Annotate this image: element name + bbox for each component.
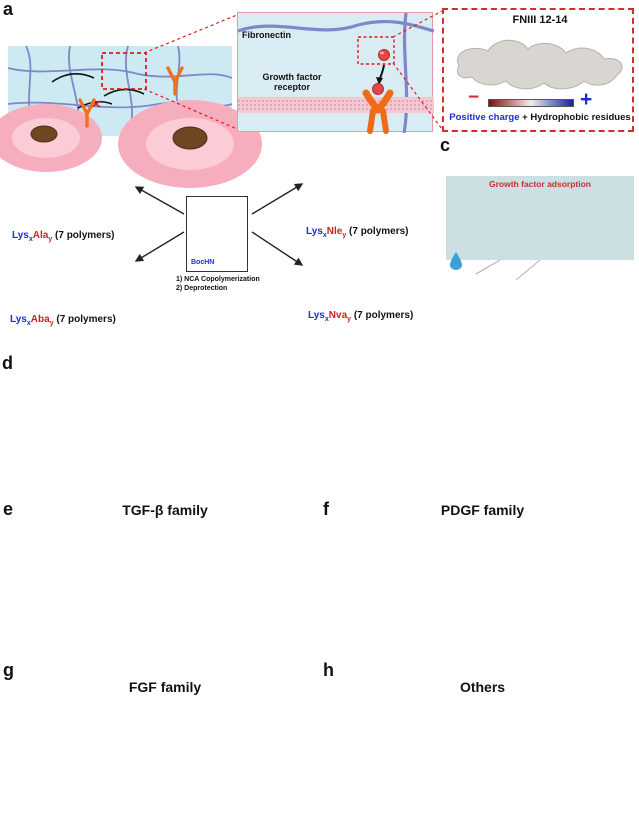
fniii-title: FNIII 12-14 [512, 14, 568, 26]
growth-factor-dot [372, 83, 384, 95]
droplet-icon [450, 252, 462, 270]
panel-e-label: e [3, 499, 14, 519]
charge-colorbar [488, 99, 574, 107]
polymer-structure-lysnle [302, 150, 452, 228]
fniii-caption: Positive charge + Hydrophobic residues [449, 112, 631, 123]
fniii-structure-box: FNIII 12-14 − + Positive charge + Hydrop… [442, 8, 634, 132]
receptor-icon [166, 66, 184, 96]
nca-monomer-nle [256, 150, 300, 186]
nca-monomer-ala [128, 158, 172, 194]
ecm-fiber [402, 12, 409, 134]
polymer-label-lysaba: LysxAbay (7 polymers) [10, 314, 116, 327]
nca-monomer-box: BocHN [186, 196, 248, 272]
group-title-fgf: FGF family [128, 679, 202, 695]
reaction-steps: 1) NCA Copolymerization 2) Deprotection [176, 276, 260, 292]
group-title-tgfb: TGF-β family [122, 502, 208, 518]
fibronectin-label: Fibronectin [242, 30, 291, 40]
panel-a-label: a [3, 0, 14, 19]
panel-c-label: c [440, 135, 451, 155]
assay-title: Growth factor adsorption [489, 179, 591, 189]
growth-factor-dot [378, 49, 390, 61]
zoom-region-box [357, 36, 395, 65]
receptor-label: Growth factor receptor [262, 72, 322, 92]
minus-sign: − [468, 87, 480, 108]
panel-f-label: f [323, 499, 329, 519]
zoom-region-box [101, 52, 147, 90]
cell-nucleus [172, 126, 208, 150]
nca-monomer-nva [256, 238, 300, 274]
growth-factor-receptor-shape [362, 89, 394, 134]
group-title-pdgf: PDGF family [440, 502, 525, 518]
ecm-illustration [0, 45, 262, 188]
bochn-label: BocHN [191, 259, 215, 266]
polymer-label-lysala: LysxAlay (7 polymers) [12, 230, 115, 243]
plus-sign: + [580, 88, 593, 111]
cell-nucleus [30, 125, 58, 143]
panel-h-label: h [323, 660, 334, 680]
polymer-label-lysnva: LysxNvay (7 polymers) [308, 310, 414, 323]
group-title-others: Others [459, 679, 506, 695]
nca-monomer-aba [128, 243, 172, 279]
protein-surface [456, 39, 623, 90]
receptor-icon [78, 98, 96, 128]
adsorption-assay-panel [446, 176, 634, 260]
panel-d-label: d [2, 353, 13, 373]
polymer-structure-lysnva [302, 234, 452, 312]
polymer-label-lysnle: LysxNley (7 polymers) [306, 226, 409, 239]
panel-g-label: g [3, 660, 14, 680]
